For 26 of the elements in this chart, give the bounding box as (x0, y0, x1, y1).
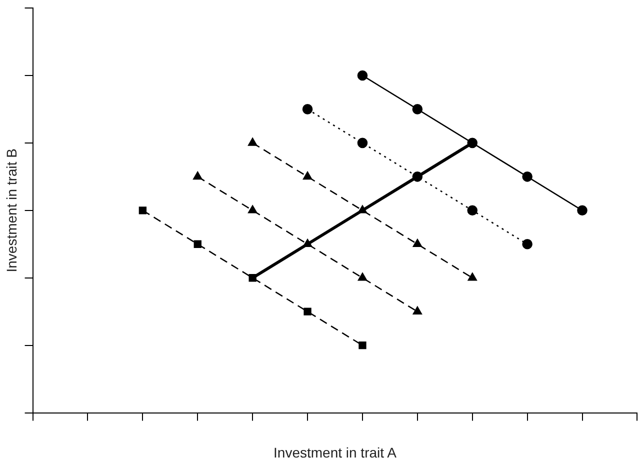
x-axis-title: Investment in trait A (274, 444, 398, 460)
point (248, 274, 256, 282)
point (302, 104, 313, 114)
point (357, 138, 368, 148)
point (522, 172, 532, 182)
point (304, 308, 312, 316)
point (302, 238, 312, 248)
point (412, 306, 422, 314)
point (522, 238, 532, 250)
point (302, 172, 312, 180)
point (412, 238, 422, 248)
point (467, 138, 478, 148)
point (358, 342, 366, 350)
y-axis-title: Investment in trait B (3, 148, 20, 272)
point (358, 272, 368, 281)
point (248, 205, 258, 214)
point (138, 206, 147, 214)
point (357, 70, 368, 81)
point (194, 240, 202, 248)
point (248, 138, 258, 146)
point (412, 104, 423, 114)
point (193, 172, 202, 180)
point (467, 205, 478, 216)
point (577, 205, 588, 216)
point (468, 272, 477, 281)
point (412, 172, 423, 182)
